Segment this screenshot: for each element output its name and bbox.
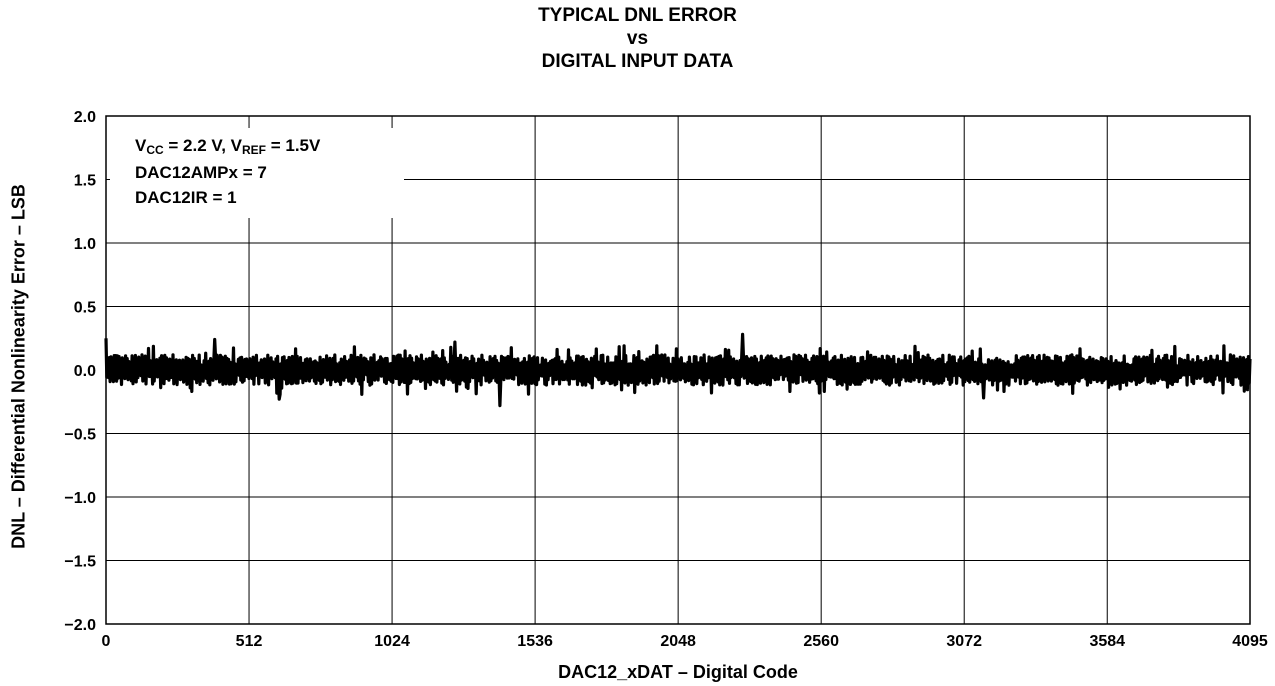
x-tick-label: 2560 bbox=[803, 633, 839, 650]
plot-area-border bbox=[105, 115, 1251, 625]
x-tick-label: 1536 bbox=[517, 633, 553, 650]
annot-v1: V bbox=[135, 136, 147, 155]
y-tick-label: −0.5 bbox=[64, 427, 96, 444]
x-tick-label: 3584 bbox=[1089, 633, 1125, 650]
y-tick-label: −2.0 bbox=[64, 617, 96, 634]
x-tick-label: 0 bbox=[102, 633, 111, 650]
x-axis-label: DAC12_xDAT – Digital Code bbox=[558, 662, 798, 682]
title-line-3: DIGITAL INPUT DATA bbox=[541, 51, 734, 72]
annotation-box bbox=[110, 128, 404, 218]
annot-sub-ref: REF bbox=[241, 143, 266, 157]
y-tick-label: 1.0 bbox=[74, 236, 96, 253]
x-tick-label: 3072 bbox=[946, 633, 982, 650]
annot-end: = 1.5V bbox=[265, 136, 321, 155]
dnl-series-line bbox=[104, 332, 1252, 408]
x-tick-label: 2048 bbox=[660, 633, 696, 650]
x-tick-label: 1024 bbox=[374, 633, 410, 650]
x-tick-label: 512 bbox=[236, 633, 263, 650]
annot-sub-cc: CC bbox=[146, 143, 164, 157]
annotation-ampx: DAC12AMPx = 7 bbox=[135, 163, 267, 182]
y-tick-label: 0.0 bbox=[74, 363, 96, 380]
y-tick-label: −1.0 bbox=[64, 490, 96, 507]
x-tick-label: 4095 bbox=[1232, 633, 1268, 650]
annotation-ir: DAC12IR = 1 bbox=[135, 188, 237, 207]
title-line-2: vs bbox=[626, 28, 649, 49]
y-axis-label: DNL – Differential Nonlinearity Error – … bbox=[8, 184, 29, 549]
y-tick-label: 1.5 bbox=[74, 173, 96, 190]
annot-mid: = 2.2 V, V bbox=[163, 136, 242, 155]
y-tick-label: 2.0 bbox=[74, 109, 96, 126]
title-line-1: TYPICAL DNL ERROR bbox=[538, 5, 737, 26]
y-tick-label: 0.5 bbox=[74, 300, 96, 317]
y-tick-label: −1.5 bbox=[64, 554, 96, 571]
annotation-vcc-vref: VCC = 2.2 V, VREF = 1.5V bbox=[135, 136, 320, 157]
